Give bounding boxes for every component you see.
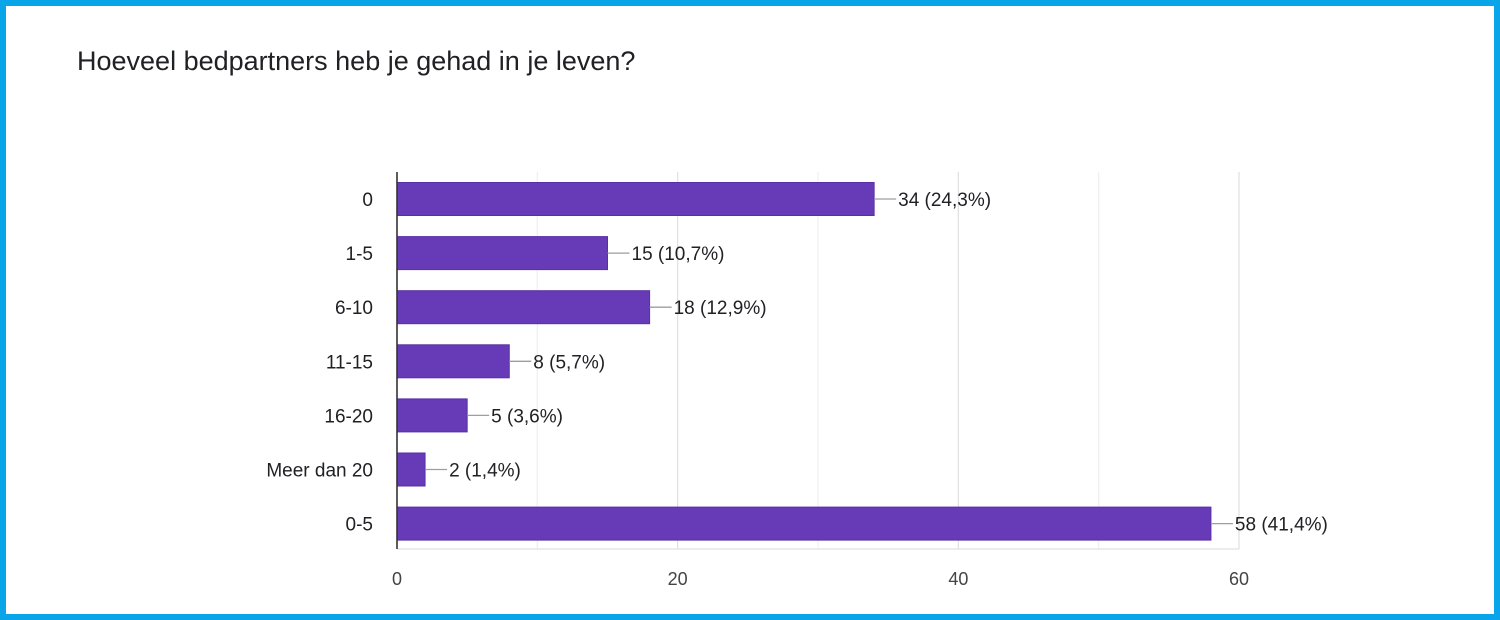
category-label: Meer dan 20: [266, 461, 373, 482]
chart-title: Hoeveel bedpartners heb je gehad in je l…: [77, 46, 636, 76]
category-label: 6-10: [335, 298, 373, 319]
gridlines: [397, 172, 1240, 550]
category-label: 1-5: [346, 244, 373, 265]
bar: [396, 182, 875, 216]
bars: [396, 182, 1212, 541]
category-label: 16-20: [324, 406, 373, 427]
bar: [396, 236, 608, 271]
x-tick-label: 20: [668, 569, 688, 589]
category-label: 0-5: [346, 515, 373, 536]
data-label: 5 (3,6%): [491, 406, 563, 427]
bar: [396, 506, 1212, 541]
data-label: 18 (12,9%): [674, 298, 767, 319]
x-tick-label: 60: [1229, 569, 1249, 589]
bar: [396, 344, 510, 379]
data-label: 8 (5,7%): [533, 352, 605, 373]
data-label: 58 (41,4%): [1235, 515, 1328, 536]
category-label: 11-15: [326, 352, 373, 373]
data-labels: 34 (24,3%) 15 (10,7%) 18 (12,9%) 8 (5,7%) 5 …: [425, 190, 1328, 536]
x-tick-label: 40: [948, 569, 968, 589]
category-label: 0: [362, 190, 373, 211]
x-tick-labels: 0 20 40 60: [392, 569, 1249, 589]
data-label: 34 (24,3%): [898, 190, 991, 211]
bar: [396, 452, 426, 487]
category-labels: 0 1-5 6-10 11-15 16-20 Meer dan 20 0-5: [266, 190, 373, 536]
bar: [396, 290, 651, 325]
x-tick-label: 0: [392, 569, 402, 589]
bar: [396, 398, 468, 433]
data-label: 15 (10,7%): [632, 244, 725, 265]
data-label: 2 (1,4%): [449, 461, 521, 482]
